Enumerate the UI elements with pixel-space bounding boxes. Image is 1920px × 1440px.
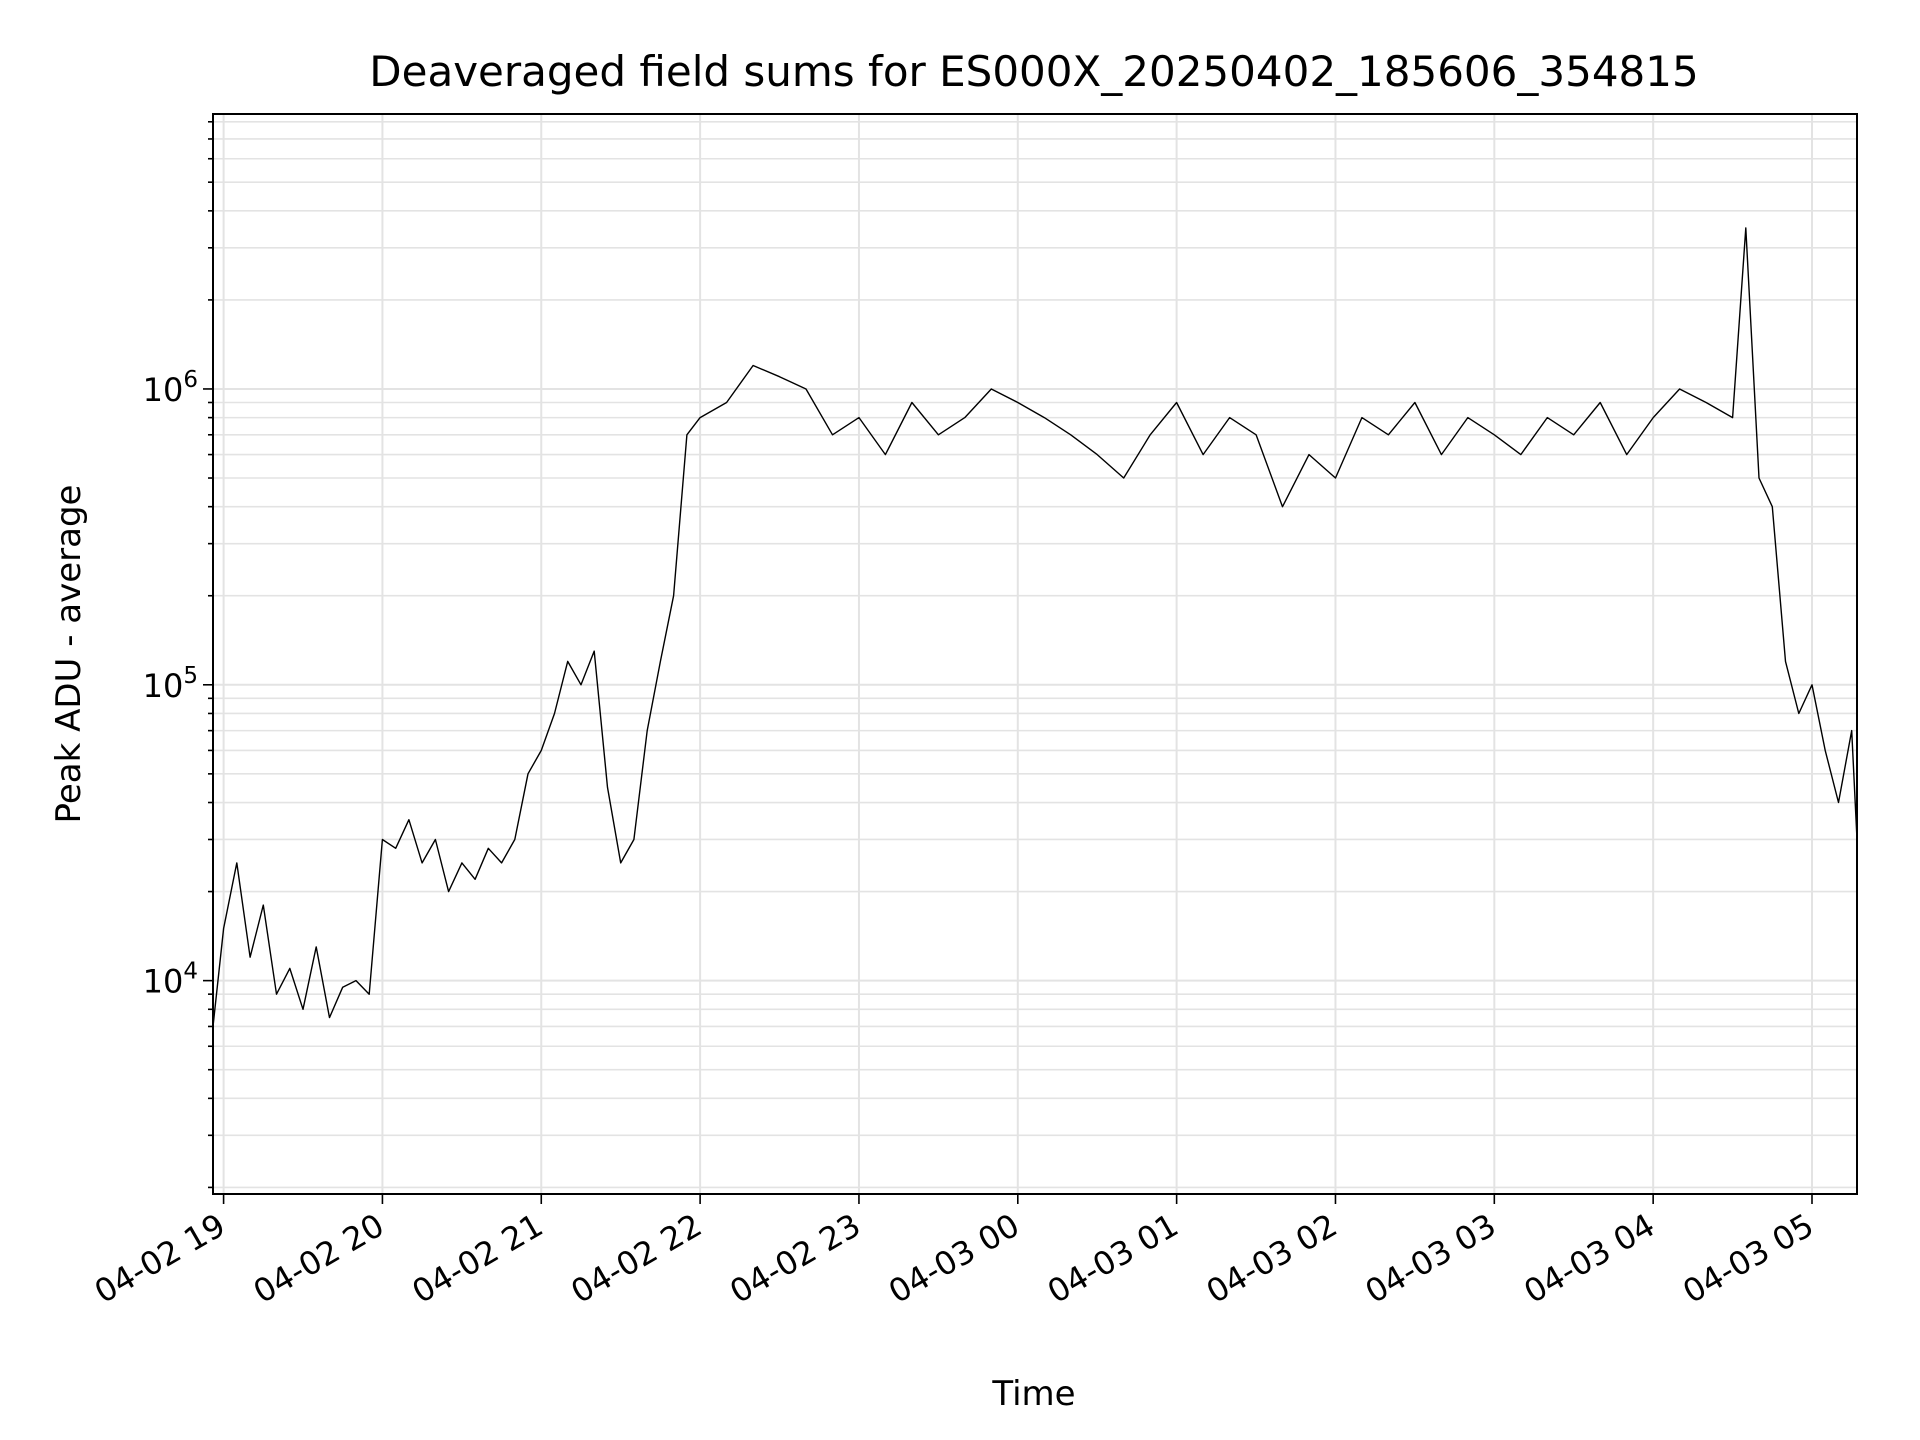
grid <box>213 114 1857 1194</box>
x-tick-label: 04-02 23 <box>723 1206 867 1311</box>
plot-frame <box>212 113 1858 1195</box>
x-tick-label: 04-03 01 <box>1041 1206 1185 1311</box>
x-tick-label: 04-03 04 <box>1518 1206 1662 1311</box>
x-tick-label: 04-02 19 <box>88 1206 232 1311</box>
x-tick-label: 04-02 22 <box>565 1206 709 1311</box>
x-tick-label: 04-03 05 <box>1676 1206 1820 1311</box>
x-tick-label: 04-03 02 <box>1200 1206 1344 1311</box>
chart-title: Deaveraged field sums for ES000X_2025040… <box>369 47 1698 96</box>
x-axis-label: Time <box>991 1374 1075 1414</box>
y-tick-label: 104 <box>143 959 198 1001</box>
y-axis: 104 105 106 <box>143 120 213 1189</box>
x-tick-label: 04-03 03 <box>1359 1206 1503 1311</box>
x-axis: 04-02 19 04-02 20 04-02 21 04-02 22 04-02 23… <box>88 1194 1820 1311</box>
y-tick-label: 105 <box>143 663 198 705</box>
x-tick-label: 04-02 21 <box>406 1206 550 1311</box>
data-series <box>212 227 1858 1027</box>
x-tick-label: 04-02 20 <box>247 1206 391 1311</box>
y-tick-label: 106 <box>143 367 198 409</box>
series-line <box>212 227 1858 1027</box>
x-tick-label: 04-03 00 <box>882 1206 1026 1311</box>
y-axis-label: Peak ADU - average <box>49 485 89 824</box>
